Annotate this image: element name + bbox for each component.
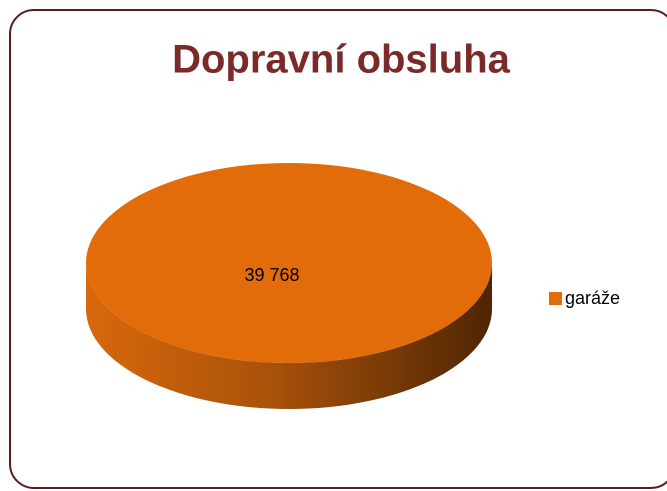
- pie-slice: [86, 163, 492, 363]
- legend-swatch: [549, 292, 562, 305]
- data-label: 39 768: [244, 265, 299, 285]
- pie-side: [86, 263, 492, 409]
- legend-label: garáže: [565, 288, 620, 308]
- legend: garáže: [549, 288, 620, 308]
- chart-title: Dopravní obsluha: [172, 38, 511, 82]
- plot-area: 39 768: [86, 163, 492, 409]
